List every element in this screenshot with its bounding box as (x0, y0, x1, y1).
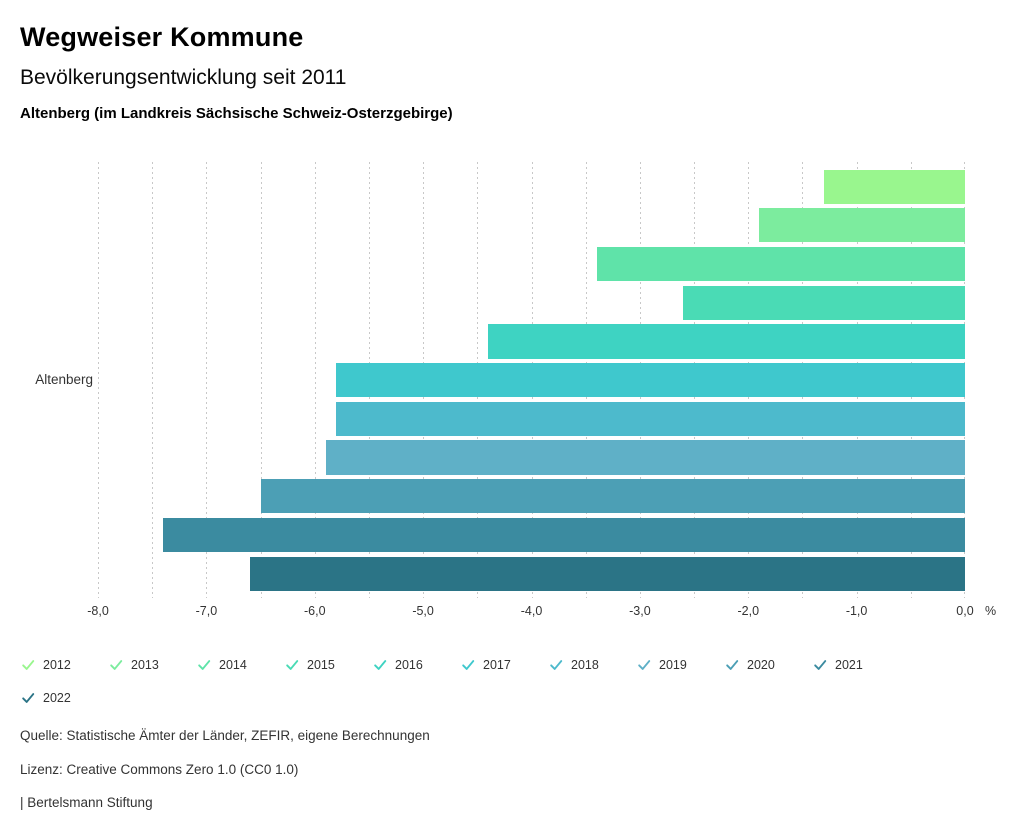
legend-item-2012[interactable]: 2012 (21, 657, 109, 673)
bar-2022[interactable] (249, 556, 965, 591)
bar-2013[interactable] (759, 208, 965, 243)
legend-item-2014[interactable]: 2014 (197, 657, 285, 673)
chart-title: Bevölkerungsentwicklung seit 2011 (20, 66, 347, 89)
legend-year-label: 2012 (43, 658, 71, 672)
check-icon (22, 693, 35, 703)
legend-item-2017[interactable]: 2017 (461, 657, 549, 673)
legend-item-2013[interactable]: 2013 (109, 657, 197, 673)
legend-year-label: 2018 (571, 658, 599, 672)
bar-2019[interactable] (325, 440, 965, 475)
check-icon (198, 660, 211, 670)
legend-year-label: 2015 (307, 658, 335, 672)
chart-region-subtitle: Altenberg (im Landkreis Sächsische Schwe… (20, 105, 453, 122)
bar-2015[interactable] (683, 285, 965, 320)
legend-year-label: 2016 (395, 658, 423, 672)
x-tick-label: -3,0 (629, 604, 651, 618)
check-icon (550, 660, 563, 670)
gridline (98, 162, 99, 598)
category-label: Altenberg (35, 372, 93, 387)
check-icon (110, 660, 123, 670)
check-icon (638, 660, 651, 670)
x-tick-label: -1,0 (845, 604, 868, 618)
legend-item-2019[interactable]: 2019 (637, 657, 725, 673)
legend-year-label: 2014 (219, 658, 247, 672)
check-icon (814, 660, 827, 670)
legend-year-label: 2013 (131, 658, 159, 672)
x-tick-label: -4,0 (520, 604, 543, 618)
license-note: Lizenz: Creative Commons Zero 1.0 (CC0 1… (20, 761, 299, 777)
gridline (152, 162, 154, 598)
legend-year-label: 2017 (483, 658, 511, 672)
gridline (314, 162, 316, 598)
footer: Quelle: Statistische Ämter der Länder, Z… (20, 728, 430, 829)
x-tick-label: -7,0 (195, 604, 218, 618)
x-tick-label: -8,0 (87, 604, 109, 618)
check-icon (374, 660, 387, 670)
bar-2017[interactable] (336, 363, 965, 398)
legend-item-2015[interactable]: 2015 (285, 657, 373, 673)
source-note: Quelle: Statistische Ämter der Länder, Z… (20, 728, 430, 743)
bar-2012[interactable] (824, 169, 965, 204)
check-icon (462, 660, 475, 670)
x-tick-label: -6,0 (304, 604, 326, 618)
check-icon (286, 660, 299, 670)
legend-item-2022[interactable]: 2022 (21, 690, 109, 706)
gridline (206, 162, 208, 598)
page-title: Wegweiser Kommune (20, 22, 304, 52)
bar-2018[interactable] (336, 401, 965, 436)
check-icon (726, 660, 739, 670)
legend-year-label: 2020 (747, 658, 775, 672)
x-axis-unit-label: % (985, 604, 997, 618)
bar-2016[interactable] (488, 324, 965, 359)
bar-2020[interactable] (260, 479, 965, 514)
chart-legend: 2012 2013 2014 2015 2016 2017 2018 2019 2020 2021… (21, 657, 941, 723)
check-icon (22, 660, 35, 670)
legend-year-label: 2021 (835, 658, 863, 672)
legend-item-2020[interactable]: 2020 (725, 657, 813, 673)
x-tick-label: -2,0 (737, 604, 760, 618)
legend-item-2018[interactable]: 2018 (549, 657, 637, 673)
plot-area (98, 162, 965, 598)
x-tick-label: 0,0 (956, 604, 974, 618)
legend-year-label: 2022 (43, 691, 71, 705)
attribution-note: | Bertelsmann Stiftung (20, 795, 153, 810)
bar-2014[interactable] (596, 246, 965, 282)
bar-2021[interactable] (163, 517, 965, 553)
gridline (260, 162, 262, 598)
legend-item-2021[interactable]: 2021 (813, 657, 901, 673)
x-tick-label: -5,0 (412, 604, 434, 618)
legend-year-label: 2019 (659, 658, 687, 672)
legend-item-2016[interactable]: 2016 (373, 657, 461, 673)
